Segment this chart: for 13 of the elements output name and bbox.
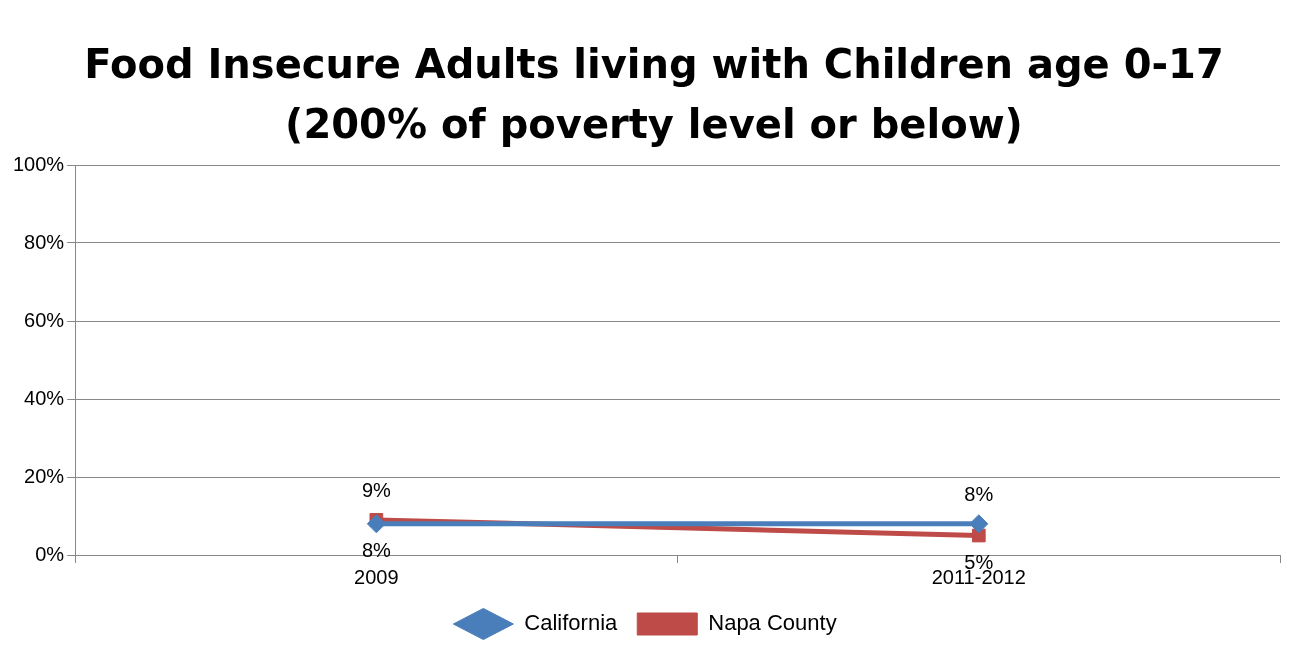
data-label: 9% xyxy=(361,479,392,502)
legend-label: Napa County xyxy=(708,610,837,636)
legend-label: California xyxy=(524,610,619,636)
y-tick-label: 80% xyxy=(24,230,65,253)
data-label: 8% xyxy=(361,539,392,562)
y-tick-label: 0% xyxy=(35,542,65,565)
chart-title: Food Insecure Adults living with Children age 0-17 (200% of poverty level or below) xyxy=(83,40,1225,149)
y-tick-label: 100% xyxy=(13,152,65,175)
y-tick-label: 40% xyxy=(24,386,65,409)
x-tick-label: 2009 xyxy=(354,565,399,588)
data-label: 8% xyxy=(964,483,994,506)
y-tick-label: 60% xyxy=(24,308,65,331)
y-tick-label: 20% xyxy=(24,464,65,487)
